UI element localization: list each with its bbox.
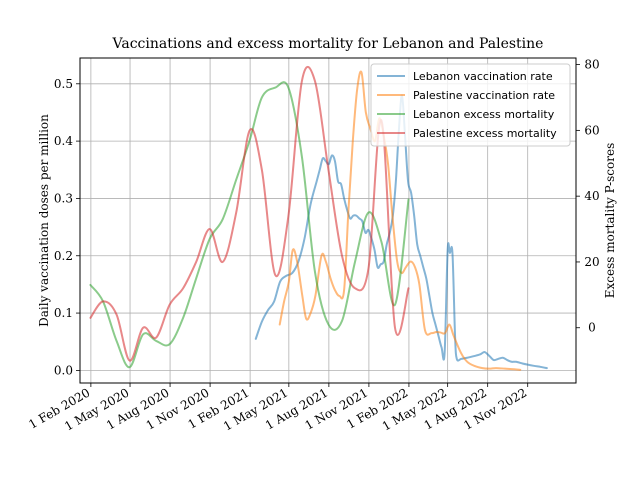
legend: Lebanon vaccination rate Palestine vaccin… (370, 63, 571, 147)
y-right-tick-label: 20 (584, 255, 599, 269)
y-left-tick-label: 0.2 (54, 249, 73, 263)
legend-label: Palestine vaccination rate (413, 89, 555, 102)
y-axis-left: 0.0 0.1 0.2 0.3 0.4 0.5 (54, 77, 80, 377)
legend-label: Lebanon vaccination rate (413, 70, 553, 83)
y-axis-right: 0 20 40 60 80 (576, 58, 600, 335)
y-axis-left-label: Daily vaccination doses per million (37, 114, 51, 327)
y-right-tick-label: 0 (588, 321, 596, 335)
series-line-2 (89, 81, 410, 369)
y-right-tick-label: 60 (584, 123, 599, 137)
y-right-tick-label: 40 (584, 189, 599, 203)
y-left-tick-label: 0.0 (54, 363, 73, 377)
legend-box (370, 63, 571, 147)
y-left-tick-label: 0.5 (54, 77, 73, 91)
y-axis-right-label: Excess mortality P-scores (603, 143, 617, 298)
y-left-tick-label: 0.4 (54, 134, 73, 148)
legend-label: Lebanon excess mortality (413, 108, 555, 121)
series-line-3 (89, 66, 410, 362)
legend-label: Palestine excess mortality (413, 127, 557, 140)
y-left-tick-label: 0.1 (54, 306, 73, 320)
plot-area-frame (79, 57, 577, 384)
chart-title: Vaccinations and excess mortality for Le… (112, 36, 544, 52)
y-left-tick-label: 0.3 (54, 191, 73, 205)
y-right-tick-label: 80 (584, 58, 599, 72)
